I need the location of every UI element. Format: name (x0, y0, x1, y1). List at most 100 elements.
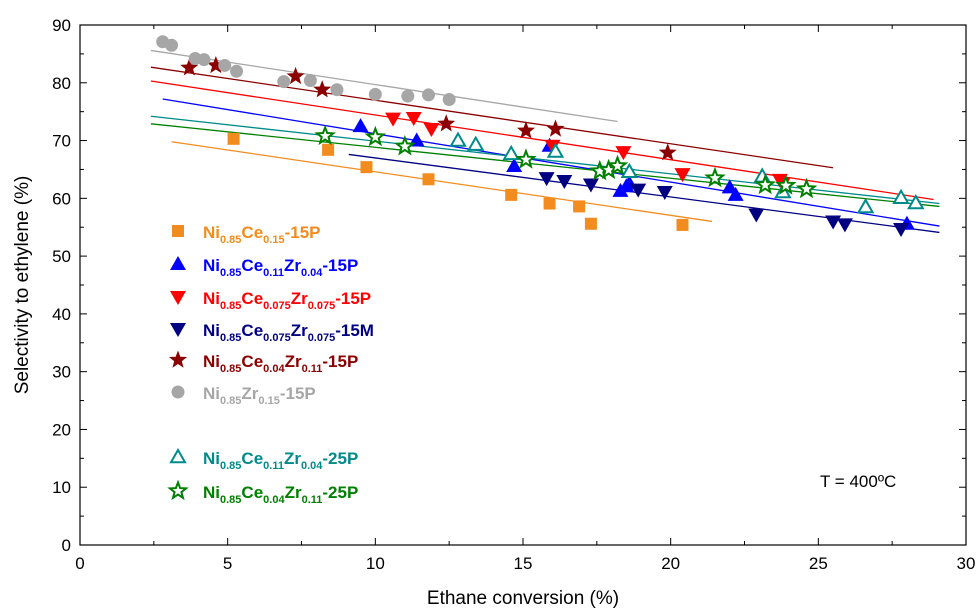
legend-label-part: 0.85 (220, 300, 241, 312)
y-tick-label: 70 (52, 132, 71, 151)
legend-label-part: Ni (203, 256, 220, 275)
data-point-s4 (893, 222, 910, 237)
data-point-s1 (543, 197, 556, 210)
legend-label-s1: Ni0.85Ce0.15-15P (203, 223, 321, 246)
legend-label-part: 0.04 (263, 363, 285, 375)
legend-label-part: 0.11 (302, 363, 323, 375)
legend-label-part: -15P (280, 384, 316, 403)
legend-label-part: Ce (241, 289, 263, 308)
legend-label-part: Ni (203, 223, 220, 242)
legend-label-part: Zr (291, 289, 308, 308)
y-tick-label: 40 (52, 305, 71, 324)
data-point-s1 (676, 218, 689, 231)
legend-marker-s8 (167, 479, 189, 501)
trend-line-s2 (162, 98, 940, 227)
legend-label-part: 0.15 (263, 234, 284, 246)
y-axis-label: Selectivity to ethylene (%) (12, 176, 33, 395)
axes: 0 5 10 15 20 25 30 0 10 20 30 40 50 60 70 80 90 (52, 16, 975, 573)
data-points (156, 35, 925, 237)
y-tick-label: 80 (52, 74, 71, 93)
data-point-s3 (385, 112, 402, 127)
data-point-s7 (546, 142, 565, 158)
legend-label-part: -15P (335, 289, 371, 308)
legend-label-part: Zr (285, 352, 302, 371)
data-point-s3 (544, 139, 561, 154)
legend-label-part: 0.85 (220, 395, 241, 407)
legend-label-s7: Ni0.85Ce0.11Zr0.04-25P (203, 449, 358, 472)
legend-label-s4: Ni0.85Ce0.075Zr0.075-15M (203, 321, 374, 344)
legend-marker-s6 (171, 385, 185, 399)
legend-label-part: Zr (285, 483, 302, 502)
data-point-s3 (615, 146, 632, 161)
legend-label-part: -15P (285, 223, 321, 242)
y-tick-label: 10 (52, 478, 71, 497)
legend-label-s6: Ni0.85Zr0.15-15P (203, 384, 316, 407)
legend-label-s8: Ni0.85Ce0.04Zr0.11-25P (203, 483, 358, 506)
data-point-s8 (394, 135, 416, 156)
legend-label-part: 0.11 (302, 494, 323, 506)
legend-marker-s1 (172, 225, 184, 237)
data-point-s7 (907, 193, 925, 210)
data-point-s2 (727, 186, 744, 201)
data-point-s1 (360, 161, 373, 174)
x-tick-label: 30 (957, 554, 976, 573)
legend-label-part: 0.11 (263, 460, 284, 472)
data-point-s7 (856, 197, 875, 214)
data-point-s5 (516, 121, 535, 139)
legend-label-part: -25P (322, 449, 358, 468)
trend-line-s7 (150, 115, 940, 205)
data-point-s6 (197, 53, 211, 67)
data-point-s1 (584, 217, 597, 230)
data-point-s5 (658, 143, 677, 161)
data-point-s2 (506, 157, 523, 172)
legend-label-part: Zr (291, 321, 308, 340)
data-point-s8 (795, 177, 818, 199)
data-point-s6 (330, 83, 344, 97)
legend-label-part: -15M (335, 321, 374, 340)
legend-label-part: 0.075 (308, 300, 336, 312)
x-tick-label: 10 (366, 554, 385, 573)
data-point-s4 (836, 218, 853, 233)
data-point-s8 (364, 125, 387, 147)
legend-label-part: 0.85 (220, 494, 241, 506)
data-point-s7 (502, 144, 520, 161)
legend-marker-s5 (168, 350, 188, 368)
data-point-s3 (405, 112, 422, 127)
data-point-s4 (538, 172, 555, 187)
legend-label-part: Ni (203, 352, 220, 371)
legend-label-part: 0.85 (220, 332, 241, 344)
legend-label-s5: Ni0.85Ce0.04Zr0.11-15P (203, 352, 358, 375)
data-point-s2 (352, 118, 369, 133)
legend-label-part: Ce (241, 483, 263, 502)
data-point-s6 (230, 64, 244, 78)
data-point-s7 (892, 188, 910, 205)
data-point-s8 (704, 166, 726, 188)
legend-label-part: -15P (322, 352, 358, 371)
legend-marker-s7 (169, 447, 187, 464)
legend-label-part: Ce (241, 352, 263, 371)
data-point-s8 (754, 173, 776, 195)
legend-label-part: 0.04 (301, 460, 323, 472)
trend-line-s5 (150, 66, 834, 169)
data-point-s6 (165, 38, 179, 52)
data-point-s6 (442, 93, 456, 107)
y-tick-label: 30 (52, 363, 71, 382)
data-point-s6 (401, 89, 415, 103)
x-tick-label: 5 (223, 554, 232, 573)
y-tick-label: 0 (62, 536, 71, 555)
legend-label-part: 0.04 (263, 494, 285, 506)
data-point-s4 (748, 208, 765, 223)
data-point-s5 (286, 66, 305, 85)
data-point-s8 (775, 174, 797, 195)
data-point-s2 (721, 179, 738, 194)
data-point-s4 (825, 215, 842, 230)
legend-label-part: 0.85 (220, 234, 241, 246)
data-point-s1 (505, 188, 518, 201)
data-point-s5 (546, 119, 565, 137)
data-point-s1 (422, 173, 435, 186)
legend-label-part: -15P (322, 256, 358, 275)
data-point-s4 (556, 175, 573, 189)
legend-label-part: Ni (203, 384, 220, 403)
y-tick-label: 60 (52, 189, 71, 208)
